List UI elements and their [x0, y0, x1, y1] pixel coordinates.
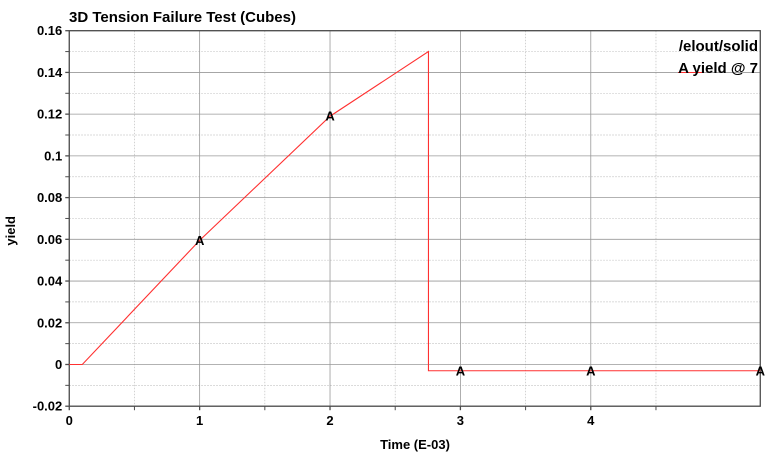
svg-text:A: A: [325, 109, 335, 124]
svg-text:0.06: 0.06: [37, 232, 62, 247]
svg-text:A: A: [195, 233, 205, 248]
svg-text:1: 1: [196, 413, 203, 428]
svg-text:3: 3: [457, 413, 464, 428]
svg-text:0.02: 0.02: [37, 315, 62, 330]
svg-text:2: 2: [326, 413, 333, 428]
svg-text:-0.02: -0.02: [33, 399, 63, 414]
svg-text:0.12: 0.12: [37, 107, 62, 122]
svg-text:0: 0: [55, 357, 62, 372]
svg-text:A: A: [756, 363, 766, 378]
svg-text:A: A: [456, 363, 466, 378]
svg-text:0.14: 0.14: [37, 65, 63, 80]
svg-text:4: 4: [587, 413, 595, 428]
svg-text:0.08: 0.08: [37, 190, 62, 205]
svg-text:0.1: 0.1: [44, 148, 62, 163]
svg-text:0: 0: [66, 413, 73, 428]
svg-text:A: A: [586, 363, 596, 378]
svg-text:0.04: 0.04: [37, 274, 63, 289]
svg-text:0.16: 0.16: [37, 23, 62, 38]
